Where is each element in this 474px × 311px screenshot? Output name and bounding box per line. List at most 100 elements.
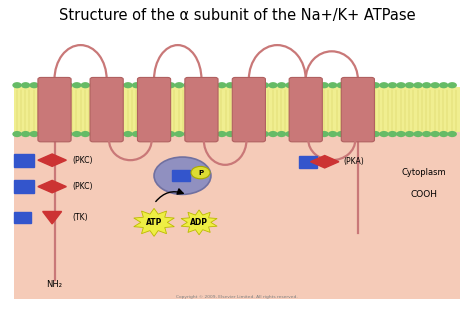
Bar [14, 87, 460, 132]
Circle shape [319, 82, 329, 88]
Circle shape [157, 131, 167, 137]
Circle shape [46, 82, 56, 88]
Circle shape [311, 131, 320, 137]
Text: NH₂: NH₂ [46, 280, 63, 289]
Circle shape [72, 82, 82, 88]
Circle shape [191, 131, 201, 137]
Circle shape [388, 131, 397, 137]
Circle shape [371, 82, 380, 88]
Circle shape [413, 82, 423, 88]
FancyBboxPatch shape [185, 77, 218, 142]
Circle shape [149, 82, 158, 88]
Circle shape [115, 82, 124, 88]
FancyBboxPatch shape [90, 77, 123, 142]
Polygon shape [181, 210, 217, 235]
Circle shape [81, 82, 90, 88]
Polygon shape [310, 156, 339, 168]
Circle shape [106, 131, 116, 137]
Circle shape [21, 131, 30, 137]
Text: (PKA): (PKA) [344, 157, 365, 166]
Circle shape [200, 82, 210, 88]
Circle shape [405, 82, 414, 88]
FancyBboxPatch shape [289, 77, 322, 142]
Text: COOH: COOH [411, 190, 438, 199]
Circle shape [362, 131, 372, 137]
Circle shape [447, 131, 457, 137]
Circle shape [154, 157, 211, 194]
Circle shape [226, 82, 235, 88]
Circle shape [260, 131, 269, 137]
Circle shape [260, 82, 269, 88]
Circle shape [328, 131, 337, 137]
Circle shape [89, 131, 99, 137]
Circle shape [226, 131, 235, 137]
Circle shape [12, 131, 22, 137]
Circle shape [354, 131, 363, 137]
Circle shape [89, 82, 99, 88]
Bar [14, 132, 460, 299]
FancyBboxPatch shape [137, 77, 171, 142]
Circle shape [55, 82, 64, 88]
Text: ATP: ATP [146, 218, 162, 227]
Circle shape [234, 131, 244, 137]
Circle shape [217, 82, 227, 88]
Circle shape [174, 82, 184, 88]
Circle shape [29, 82, 39, 88]
Circle shape [311, 82, 320, 88]
Circle shape [55, 131, 64, 137]
Text: ADP: ADP [190, 218, 208, 227]
Text: (PKC): (PKC) [73, 182, 93, 191]
Circle shape [413, 131, 423, 137]
Circle shape [285, 131, 295, 137]
Circle shape [439, 82, 448, 88]
Circle shape [64, 82, 73, 88]
FancyBboxPatch shape [341, 77, 374, 142]
Circle shape [362, 82, 372, 88]
Circle shape [64, 131, 73, 137]
Circle shape [337, 82, 346, 88]
Circle shape [81, 131, 90, 137]
Circle shape [422, 131, 431, 137]
Bar [172, 170, 190, 181]
Text: Cytoplasm: Cytoplasm [402, 168, 447, 177]
Circle shape [149, 131, 158, 137]
Circle shape [166, 82, 175, 88]
Bar [14, 154, 34, 167]
Circle shape [302, 131, 312, 137]
Circle shape [21, 82, 30, 88]
Circle shape [217, 131, 227, 137]
Circle shape [371, 131, 380, 137]
Circle shape [98, 131, 107, 137]
Circle shape [29, 131, 39, 137]
Circle shape [405, 131, 414, 137]
Circle shape [251, 82, 261, 88]
Circle shape [447, 82, 457, 88]
Bar [299, 156, 317, 168]
Circle shape [294, 82, 303, 88]
Circle shape [268, 82, 278, 88]
Bar [14, 180, 34, 193]
Polygon shape [38, 154, 66, 166]
Circle shape [209, 131, 218, 137]
Circle shape [191, 82, 201, 88]
Circle shape [277, 82, 286, 88]
Circle shape [115, 131, 124, 137]
Circle shape [422, 82, 431, 88]
Text: Copyright © 2009, Elsevier Limited. All rights reserved.: Copyright © 2009, Elsevier Limited. All … [176, 295, 298, 299]
Circle shape [183, 82, 192, 88]
FancyBboxPatch shape [232, 77, 265, 142]
Text: (TK): (TK) [73, 213, 88, 222]
Circle shape [294, 131, 303, 137]
Circle shape [200, 131, 210, 137]
Text: (PKC): (PKC) [73, 156, 93, 165]
Circle shape [388, 82, 397, 88]
Circle shape [345, 131, 355, 137]
Circle shape [191, 166, 210, 179]
FancyBboxPatch shape [38, 77, 71, 142]
Polygon shape [134, 208, 174, 236]
Circle shape [132, 131, 141, 137]
Circle shape [396, 131, 406, 137]
Circle shape [337, 131, 346, 137]
Circle shape [345, 82, 355, 88]
Circle shape [72, 131, 82, 137]
